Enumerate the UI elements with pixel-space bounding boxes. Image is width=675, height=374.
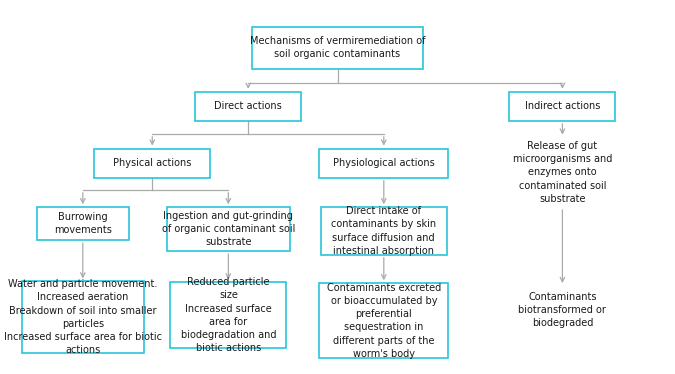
Text: Direct actions: Direct actions [215,101,282,111]
Text: Burrowing
movements: Burrowing movements [54,212,112,235]
Text: Physiological actions: Physiological actions [333,158,435,168]
FancyBboxPatch shape [252,27,423,69]
FancyBboxPatch shape [321,207,447,255]
Text: Mechanisms of vermiremediation of
soil organic contaminants: Mechanisms of vermiremediation of soil o… [250,36,425,59]
FancyBboxPatch shape [319,283,448,358]
Text: Release of gut
microorganisms and
enzymes onto
contaminated soil
substrate: Release of gut microorganisms and enzyme… [513,141,612,204]
Text: Direct intake of
contaminants by skin
surface diffusion and
intestinal absorptio: Direct intake of contaminants by skin su… [331,206,436,256]
FancyBboxPatch shape [510,92,616,121]
Text: Indirect actions: Indirect actions [524,101,600,111]
FancyBboxPatch shape [95,148,210,178]
Text: Ingestion and gut-grinding
of organic contaminant soil
substrate: Ingestion and gut-grinding of organic co… [162,211,295,247]
Text: Water and particle movement.
Increased aeration
Breakdown of soil into smaller
p: Water and particle movement. Increased a… [4,279,162,355]
FancyBboxPatch shape [319,148,448,178]
FancyBboxPatch shape [167,207,290,251]
FancyBboxPatch shape [195,92,301,121]
Text: Physical actions: Physical actions [113,158,192,168]
FancyBboxPatch shape [36,207,129,240]
FancyBboxPatch shape [171,282,286,348]
Text: Contaminants
biotransformed or
biodegraded: Contaminants biotransformed or biodegrad… [518,292,606,328]
FancyBboxPatch shape [22,281,144,353]
Text: Reduced particle
size
Increased surface
area for
biodegradation and
biotic actio: Reduced particle size Increased surface … [181,277,276,353]
Text: Contaminants excreted
or bioaccumulated by
preferential
sequestration in
differe: Contaminants excreted or bioaccumulated … [327,283,441,359]
